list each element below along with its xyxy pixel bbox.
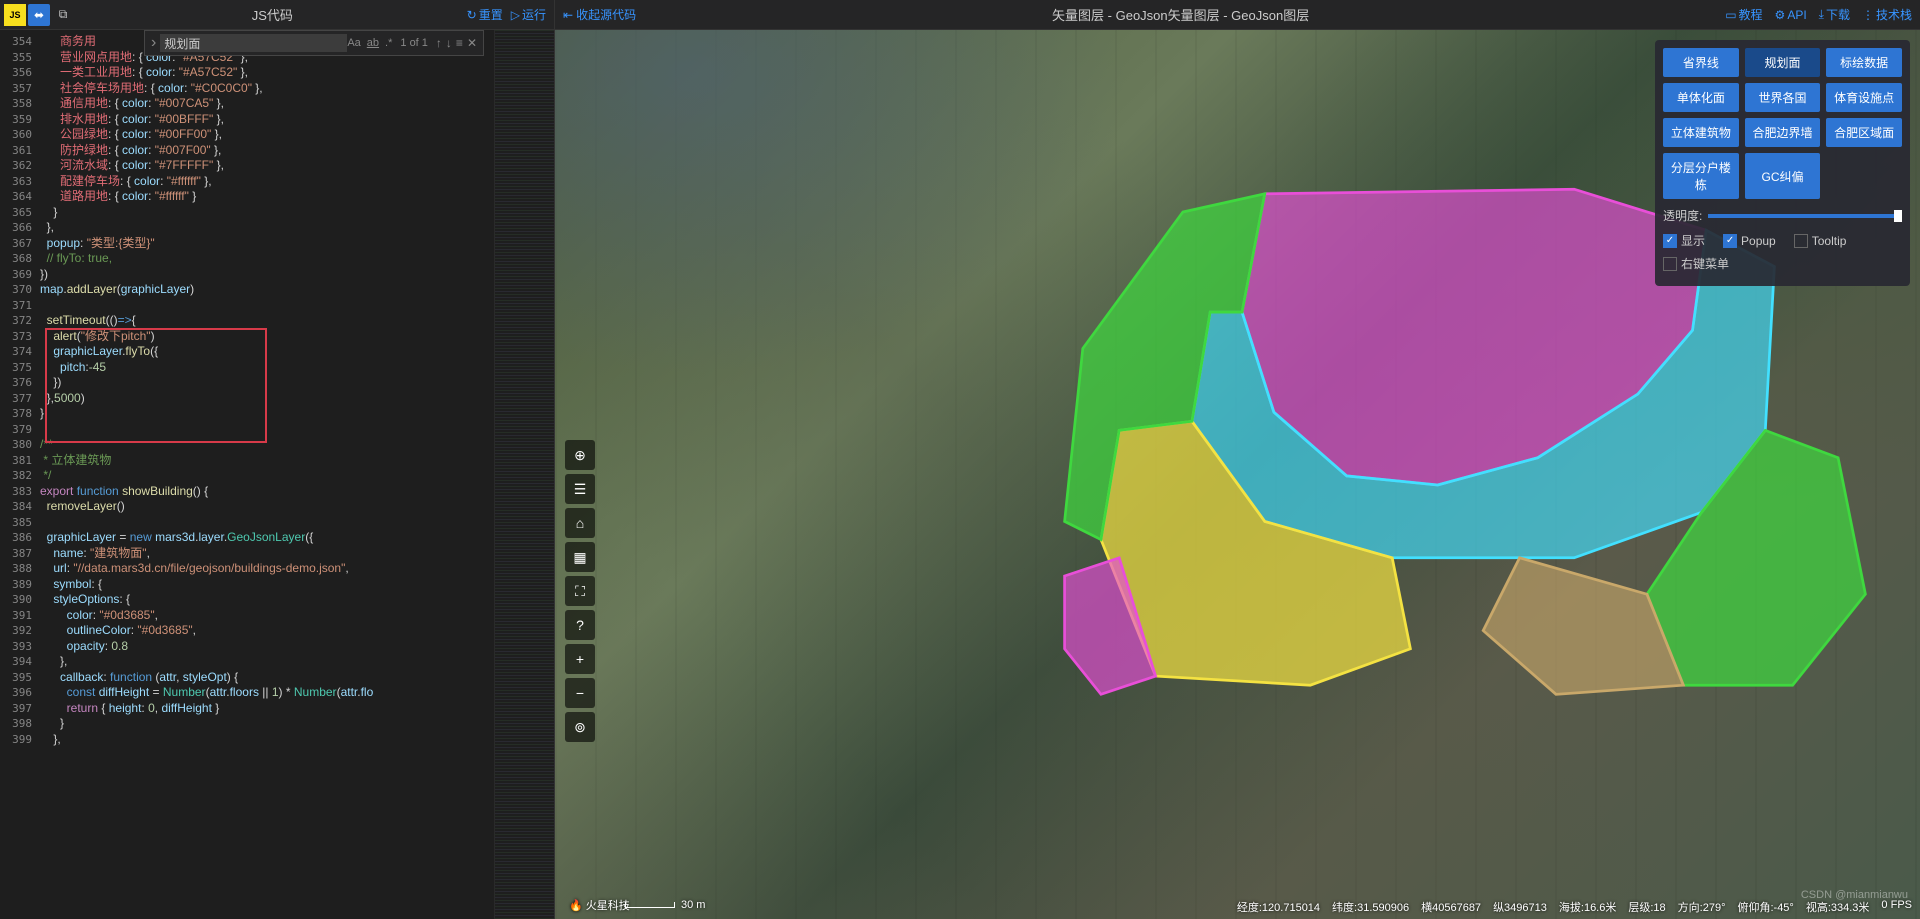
breadcrumb: 矢量图层 - GeoJson矢量图层 - GeoJson图层 — [636, 5, 1725, 24]
tooltip-checkbox[interactable]: Tooltip — [1794, 232, 1847, 249]
layer-buttons: 省界线规划面标绘数据单体化面世界各国体育设施点立体建筑物合肥边界墙合肥区域面分层… — [1663, 48, 1902, 199]
contextmenu-checkbox[interactable]: 右键菜单 — [1663, 255, 1729, 272]
layer-btn-0[interactable]: 省界线 — [1663, 48, 1739, 77]
code-panel: JS ⬌ ⧉ JS代码 ↻ 重置 ▷ 运行 › Aa ab .* 1 of 1 … — [0, 0, 555, 919]
layers-button[interactable]: ☰ — [565, 474, 595, 504]
opacity-row: 透明度: — [1663, 207, 1902, 224]
collapse-code-button[interactable]: ⇤ 收起源代码 — [563, 6, 636, 23]
editor[interactable]: 3543553563573583593603613623633643653663… — [0, 30, 554, 919]
run-button[interactable]: ▷ 运行 — [511, 6, 546, 23]
zoom-out-button[interactable]: − — [565, 678, 595, 708]
layer-btn-1[interactable]: 规划面 — [1745, 48, 1821, 77]
find-next-icon[interactable]: ↓ — [446, 36, 452, 50]
map-viewport[interactable]: 省界线规划面标绘数据单体化面世界各国体育设施点立体建筑物合肥边界墙合肥区域面分层… — [555, 30, 1920, 919]
layer-btn-7[interactable]: 合肥边界墙 — [1745, 118, 1821, 147]
download-link[interactable]: ⤓ 下载 — [1819, 6, 1850, 23]
code-area[interactable]: 商务用 营业网点用地: { color: "#A57C52" }, 一类工业用地… — [40, 30, 494, 919]
api-link[interactable]: ⚙ API — [1775, 6, 1807, 23]
map-tools: ⊕ ☰ ⌂ ▦ ⛶ ? + − ⊚ — [565, 440, 595, 742]
home-button[interactable]: ⌂ — [565, 508, 595, 538]
layer-btn-6[interactable]: 立体建筑物 — [1663, 118, 1739, 147]
find-bar: › Aa ab .* 1 of 1 ↑ ↓ ≡ ✕ — [144, 30, 484, 56]
find-close-icon[interactable]: ✕ — [467, 36, 477, 50]
fullscreen-button[interactable]: ⛶ — [565, 576, 595, 606]
basemap-button[interactable]: ▦ — [565, 542, 595, 572]
compass-button[interactable]: ⊕ — [565, 440, 595, 470]
find-prev-icon[interactable]: ↑ — [436, 36, 442, 50]
layer-control-panel: 省界线规划面标绘数据单体化面世界各国体育设施点立体建筑物合肥边界墙合肥区域面分层… — [1655, 40, 1910, 286]
show-checkbox[interactable]: ✓显示 — [1663, 232, 1705, 249]
reset-button[interactable]: ↻ 重置 — [467, 6, 503, 23]
popout-icon[interactable]: ⧉ — [52, 4, 74, 26]
js-icon[interactable]: JS — [4, 4, 26, 26]
split-icon[interactable]: ⬌ — [28, 4, 50, 26]
scale-bar: 30 m — [625, 899, 705, 911]
status-bar: 经度:120.715014纬度:31.590906横40567687纵34967… — [1237, 899, 1912, 915]
map-header: ⇤ 收起源代码 矢量图层 - GeoJson矢量图层 - GeoJson图层 ▭… — [555, 0, 1920, 30]
find-filter-icon[interactable]: ≡ — [456, 36, 463, 50]
map-panel: ⇤ 收起源代码 矢量图层 - GeoJson矢量图层 - GeoJson图层 ▭… — [555, 0, 1920, 919]
layer-btn-8[interactable]: 合肥区域面 — [1826, 118, 1902, 147]
globe-button[interactable]: ⊚ — [565, 712, 595, 742]
zoom-in-button[interactable]: + — [565, 644, 595, 674]
find-chevron-icon[interactable]: › — [151, 34, 156, 52]
code-title: JS代码 — [78, 5, 467, 24]
whole-word-icon[interactable]: ab — [367, 37, 379, 49]
find-input[interactable] — [160, 34, 347, 52]
layer-btn-3[interactable]: 单体化面 — [1663, 83, 1739, 112]
opacity-label: 透明度: — [1663, 207, 1702, 224]
tutorial-link[interactable]: ▭ 教程 — [1725, 6, 1762, 23]
match-case-icon[interactable]: Aa — [347, 37, 360, 49]
find-result-count: 1 of 1 — [400, 37, 428, 49]
regex-icon[interactable]: .* — [385, 37, 392, 49]
logo: 🔥 火星科技 — [569, 897, 630, 913]
code-header: JS ⬌ ⧉ JS代码 ↻ 重置 ▷ 运行 — [0, 0, 554, 30]
layer-btn-5[interactable]: 体育设施点 — [1826, 83, 1902, 112]
popup-checkbox[interactable]: ✓Popup — [1723, 232, 1776, 249]
opacity-slider[interactable] — [1708, 214, 1902, 218]
stack-link[interactable]: ⋮ 技术栈 — [1862, 6, 1912, 23]
layer-btn-4[interactable]: 世界各国 — [1745, 83, 1821, 112]
layer-btn-2[interactable]: 标绘数据 — [1826, 48, 1902, 77]
layer-btn-10[interactable]: GC纠偏 — [1745, 153, 1821, 199]
line-gutter: 3543553563573583593603613623633643653663… — [0, 30, 40, 919]
layer-btn-9[interactable]: 分层分户楼栋 — [1663, 153, 1739, 199]
minimap[interactable] — [494, 30, 554, 919]
help-button[interactable]: ? — [565, 610, 595, 640]
